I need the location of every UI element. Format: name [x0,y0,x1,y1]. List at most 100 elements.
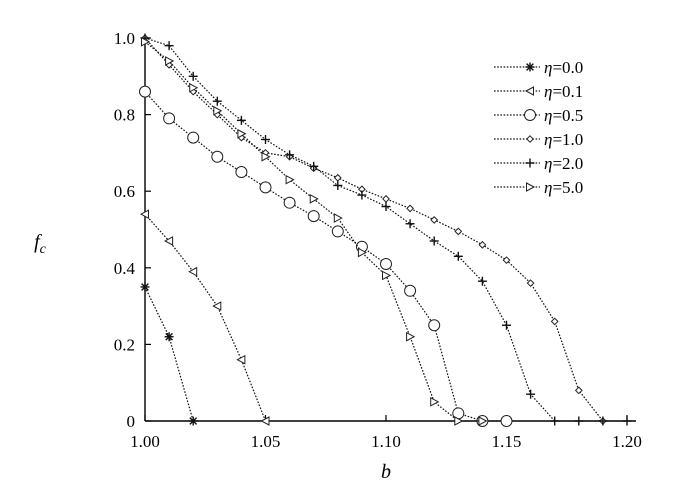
data-point [285,174,295,185]
series-layer [139,33,632,427]
data-point [333,180,343,190]
data-point [454,227,463,236]
data-point [211,150,224,163]
data-point [285,150,295,160]
x-tick-label: 1.20 [612,432,642,451]
series-triangle-left [139,209,270,426]
x-ticks: 1.00 1.05 1.10 1.15 1.20 [130,415,642,451]
data-point [622,416,632,426]
data-point [213,105,223,116]
legend-label: η=2.0 [544,154,583,173]
data-point [188,266,198,277]
data-point [237,128,247,139]
data-point [382,270,392,281]
x-axis-title: b [381,461,391,483]
legend-greek: η [544,178,552,197]
y-tick-label: 1.0 [114,29,135,48]
data-point [454,416,464,426]
legend-label: η=0.0 [544,58,583,77]
data-point [406,204,415,213]
data-point [357,247,367,258]
series-diamond [141,34,607,425]
series-asterisk [140,282,198,426]
series-triangle-right [141,36,488,426]
data-point [526,389,536,399]
y-axis-title-sub: c [40,242,47,257]
series-line [144,286,194,422]
x-tick-label: 1.00 [130,432,160,451]
data-point [502,320,511,330]
data-point [574,416,584,426]
legend-marker [524,109,536,121]
series-line [144,91,507,422]
data-point [235,166,248,179]
data-point [164,41,174,51]
legend-value: =0.0 [552,58,583,77]
data-point [430,216,439,224]
data-point [139,85,151,98]
legend-value: =1.0 [552,130,583,149]
y-tick-label: 0.8 [114,106,135,125]
data-point [141,36,151,47]
data-point [382,194,390,203]
data-point [477,276,487,286]
data-point [502,256,511,265]
data-point [164,236,174,246]
data-point [429,236,439,246]
data-point [598,416,608,426]
data-point [212,301,222,311]
series-circle [139,85,513,427]
legend-value: =0.5 [552,106,583,125]
data-point [261,151,271,162]
legend-marker [526,182,536,192]
data-point [406,331,416,342]
data-point [453,251,463,261]
y-tick-label: 0.6 [114,182,135,201]
data-point [500,415,513,427]
x-tick-label: 1.05 [251,432,281,451]
data-point [478,416,488,426]
legend-label: η=0.1 [544,82,583,101]
legend-entry: η=5.0 [494,178,583,197]
data-point [526,279,535,288]
data-point [260,416,270,426]
legend-greek: η [544,130,552,149]
y-tick-label: 0 [127,412,136,431]
legend-marker [526,135,534,143]
data-point [478,240,487,249]
legend-entry: η=0.5 [494,106,583,125]
legend-greek: η [544,82,552,101]
data-point [428,319,441,332]
data-point [163,112,176,125]
legend-label: η=1.0 [544,130,583,149]
x-tick-label: 1.15 [492,432,522,451]
data-point [187,131,200,144]
y-ticks: 0 0.2 0.4 0.6 0.8 1.0 [114,29,151,431]
data-point [307,210,320,223]
legend-greek: η [544,58,552,77]
legend-entry: η=2.0 [494,154,583,173]
data-point [550,317,559,326]
data-point [404,284,417,297]
data-point [333,213,343,223]
data-point [165,56,175,66]
data-point [188,71,198,81]
data-point [259,181,272,194]
data-point [357,190,367,200]
data-point [574,386,583,395]
data-point [139,209,149,220]
legend-greek: η [544,154,552,173]
data-point [283,196,296,209]
data-point [188,416,198,426]
data-point [331,225,344,238]
legend-marker [524,86,534,96]
series-line [144,37,604,422]
data-point [236,354,246,365]
legend-label: η=5.0 [544,178,583,197]
data-point [380,257,392,270]
data-point [405,219,415,229]
legend-value: =0.1 [552,82,583,101]
data-point [164,332,174,342]
data-point [430,397,440,407]
data-point [236,115,246,125]
